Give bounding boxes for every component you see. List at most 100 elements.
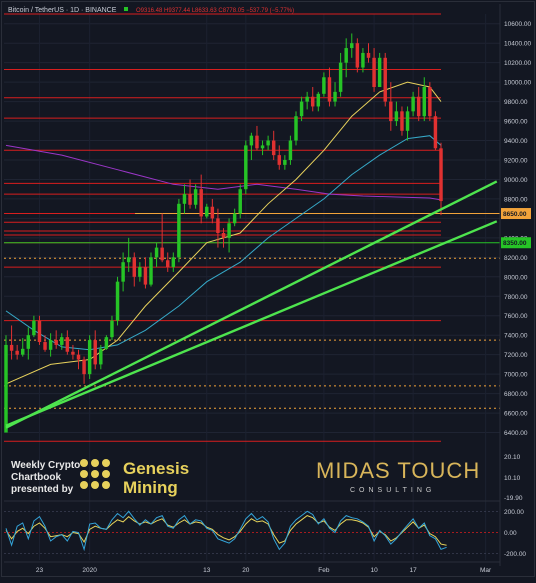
candle-body: [260, 145, 265, 149]
candle-body: [54, 340, 58, 345]
candle: [266, 135, 270, 151]
candle: [260, 140, 265, 156]
candle: [316, 91, 321, 112]
price-badge: [501, 237, 531, 249]
sponsor-line-3: presented by: [11, 484, 74, 495]
candle-body: [405, 111, 410, 131]
price-tick-label: 6800.00: [504, 391, 528, 398]
candle: [193, 184, 198, 209]
candle-body: [87, 340, 92, 375]
candle-body: [394, 111, 399, 122]
candle: [350, 33, 354, 58]
date-tick-label: 2020: [82, 567, 97, 574]
candle-body: [199, 189, 203, 217]
candle: [37, 315, 42, 345]
candle: [182, 184, 187, 214]
price-tick-label: 9000.00: [504, 177, 528, 184]
price-tick-label: 7800.00: [504, 294, 528, 301]
candle-body: [76, 354, 81, 360]
candle: [333, 82, 337, 107]
candle-body: [21, 348, 25, 355]
candle-body: [37, 320, 42, 343]
price-tick-label: 8800.00: [504, 196, 528, 203]
candle-body: [355, 43, 360, 68]
candle: [199, 174, 203, 224]
candle-body: [227, 223, 231, 238]
candle-body: [377, 57, 382, 87]
candlesticks: [4, 33, 443, 433]
candle: [43, 335, 47, 352]
candle-body: [266, 140, 270, 146]
candle-body: [71, 351, 75, 355]
price-tick-label: 7000.00: [504, 372, 528, 379]
candle-body: [160, 247, 164, 261]
trendlines: [5, 180, 498, 429]
midas-touch-logo: MIDAS TOUCH CONSULTING: [316, 458, 479, 494]
logo-dot: [102, 470, 110, 478]
candle-body: [166, 260, 170, 268]
candle-body: [143, 267, 148, 285]
candle: [405, 106, 410, 141]
price-tick-label: 7600.00: [504, 313, 528, 320]
candle: [394, 101, 399, 126]
candle-body: [193, 189, 198, 205]
candle: [283, 155, 287, 170]
candle: [82, 356, 86, 384]
candle: [71, 344, 75, 360]
sponsor-name-1: Genesis: [123, 459, 189, 478]
candle-body: [283, 160, 287, 165]
candle: [299, 96, 304, 122]
candle: [188, 179, 192, 209]
candle-body: [99, 348, 103, 365]
candle: [32, 315, 36, 338]
date-tick-label: Mar: [480, 567, 492, 574]
candle: [232, 208, 237, 227]
sponsor-line-2: Chartbook: [11, 472, 61, 483]
date-tick-label: 17: [409, 567, 417, 574]
candle-body: [400, 111, 404, 131]
symbol-title[interactable]: Bitcoin / TetherUS · 1D · BINANCE: [8, 7, 117, 14]
candle-body: [361, 52, 365, 68]
logo-dot: [91, 459, 99, 467]
candle-body: [138, 267, 142, 277]
candle-body: [327, 77, 332, 102]
price-badge-label: 8650.00: [503, 211, 527, 218]
price-badges: 8650.00 8350.00: [501, 208, 531, 249]
candle: [121, 252, 125, 292]
candle-body: [149, 257, 153, 285]
candle-body: [288, 140, 293, 160]
date-axis: 23 2020 13 20 Feb 10 17 Mar: [4, 561, 500, 574]
date-tick-label: 13: [203, 567, 211, 574]
candle-body: [338, 62, 343, 92]
candle-body: [305, 96, 309, 102]
candle: [439, 142, 443, 216]
genesis-logo-icon: [80, 459, 110, 489]
candle: [15, 344, 19, 360]
candle-body: [205, 206, 209, 217]
candle-body: [82, 359, 86, 375]
price-tick-label: 9400.00: [504, 138, 528, 145]
candle: [433, 111, 438, 151]
candle-body: [60, 337, 64, 345]
candle: [305, 91, 309, 110]
candle: [322, 72, 326, 97]
price-tick-label: 7400.00: [504, 333, 528, 340]
candle-body: [232, 213, 237, 224]
candle: [177, 198, 181, 263]
candle: [76, 349, 81, 370]
candle: [54, 330, 58, 349]
ohlc-readout: O9316.48 H9377.44 L8633.63 C8778.05 −537…: [136, 8, 294, 14]
candle: [60, 333, 64, 350]
candle: [99, 344, 103, 370]
candle: [104, 335, 109, 350]
candle-body: [333, 91, 337, 102]
candle: [65, 330, 70, 355]
candle-body: [9, 344, 14, 351]
candle-body: [154, 247, 159, 258]
candle: [171, 252, 176, 272]
candle: [138, 262, 142, 282]
candle-body: [65, 337, 70, 352]
